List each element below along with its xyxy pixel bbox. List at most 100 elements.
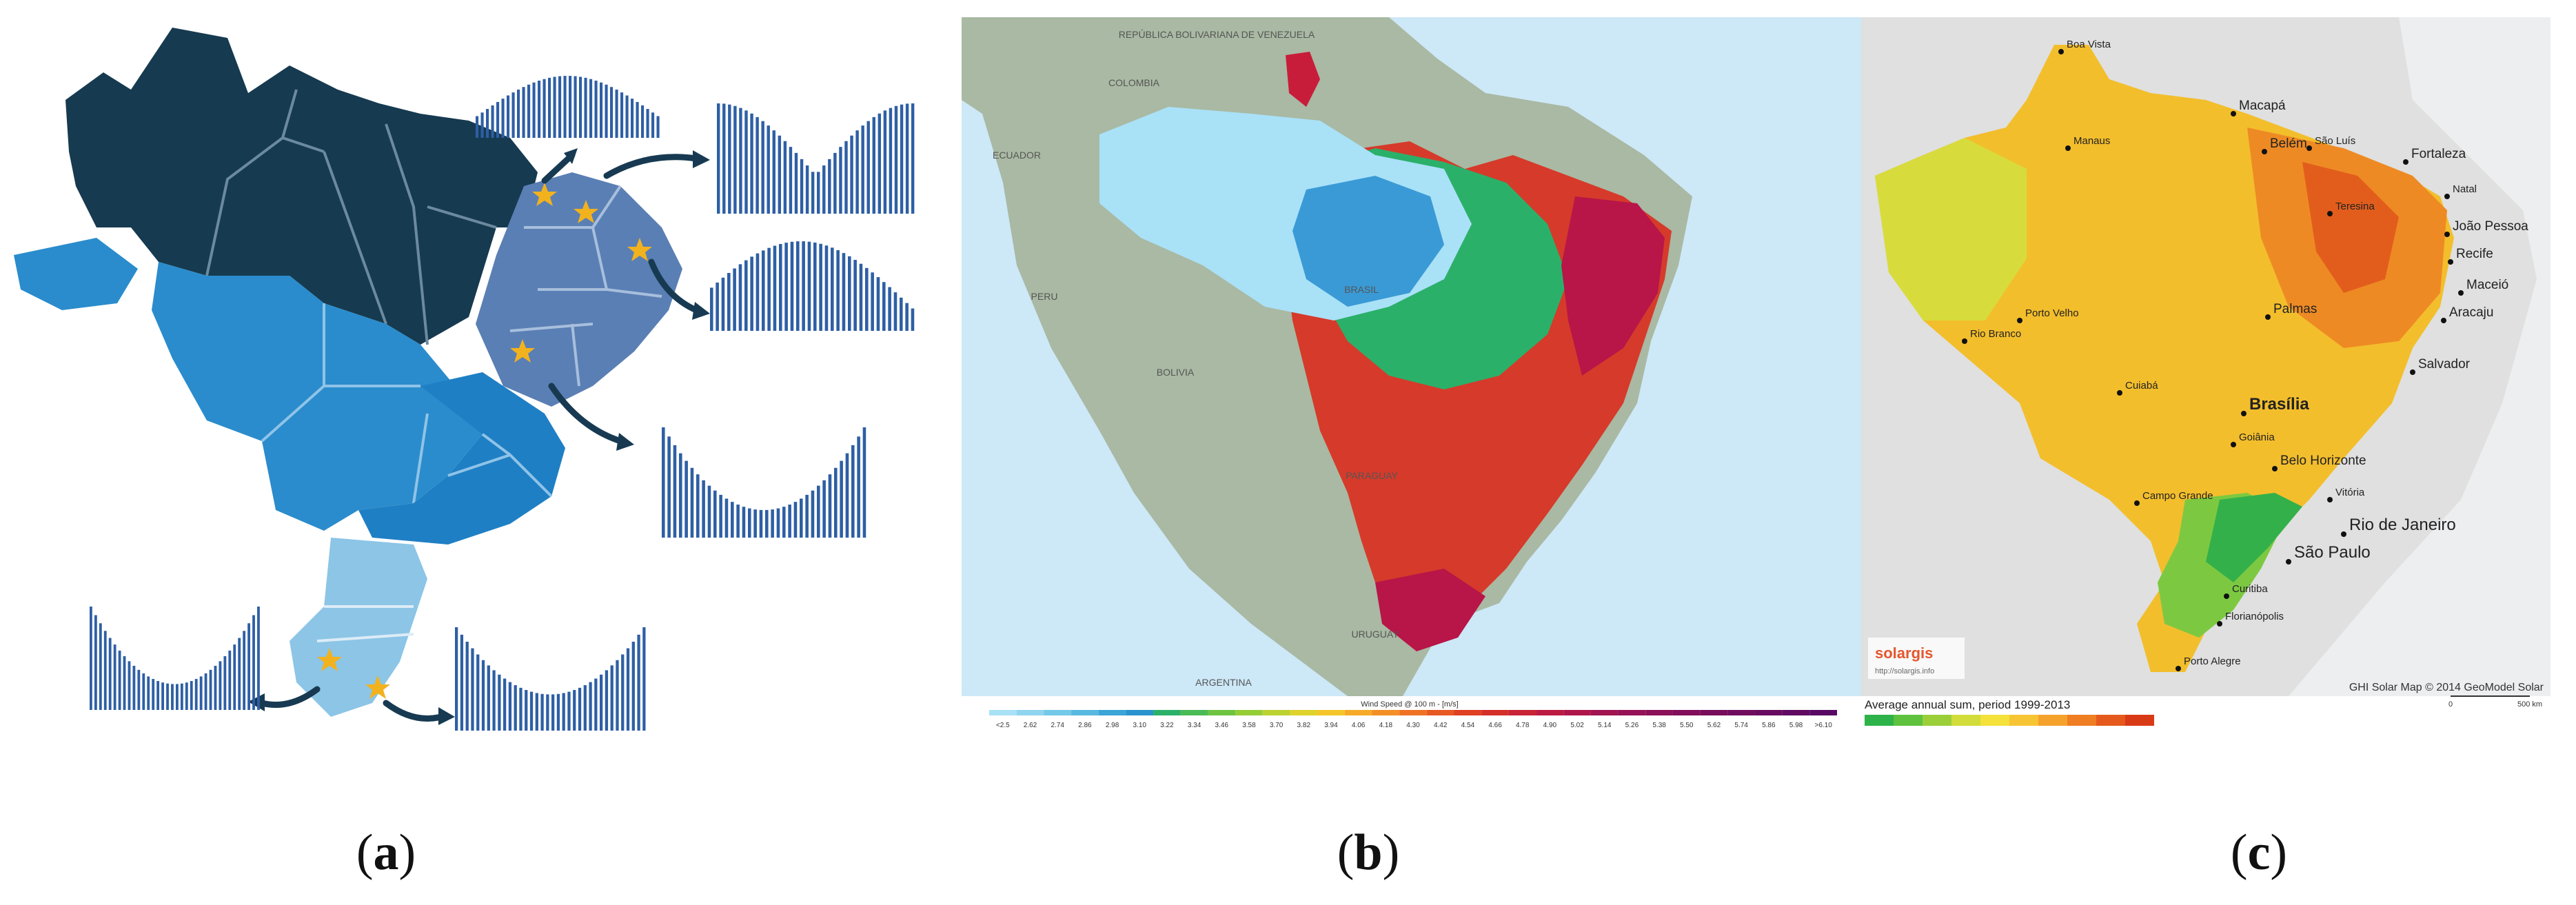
state-border [316,605,414,642]
mini-bar [147,676,150,710]
logo-url: http://solargis.info [1875,667,1934,675]
city-dot-icon [1962,338,1967,344]
mini-bar [532,82,536,138]
solar-legend-swatch [1980,715,2009,726]
mini-bar [782,507,786,538]
wind-legend-label: 4.66 [1488,722,1502,729]
mini-bar [893,292,897,331]
wind-legend-swatch [1563,710,1591,715]
mini-bar [573,690,576,731]
wind-legend-bar [989,710,1837,715]
city-dot-icon [2444,232,2450,237]
mini-bar [717,103,720,214]
mini-bar [802,241,805,331]
wind-legend-label: 4.90 [1543,722,1557,729]
mini-bar [90,607,92,710]
city-dot-icon [2265,314,2271,320]
mini-bar [219,661,222,710]
wind-legend-swatch [1344,710,1372,715]
mini-bar [850,135,853,214]
mini-bar [861,125,864,214]
mini-bar [817,485,820,538]
star-icon [317,648,342,671]
brazil-blue-wind [1292,176,1444,307]
wind-legend-label: 4.06 [1352,722,1366,729]
wind-legend-swatch [1809,710,1837,715]
brazil-east-peak [1561,196,1665,376]
mini-bar [731,502,734,538]
mini-bar [811,490,815,538]
mini-bar [511,92,515,138]
mini-bar [772,130,775,214]
mini-bar [103,631,107,710]
mini-bar [128,661,131,710]
mini-bar [651,112,655,138]
mini-bar [722,103,726,214]
wind-legend-label: 3.70 [1270,722,1284,729]
mini-bar [542,79,546,138]
mini-bar [243,631,246,710]
mini-bar [527,84,531,138]
mini-bar [636,101,639,138]
wind-legend-label: 5.14 [1598,722,1612,729]
mini-bar [882,282,886,331]
mini-bar [631,642,635,731]
wind-legend-swatch [1672,710,1701,715]
city-label: Salvador [2418,357,2471,372]
mini-bar [496,101,500,138]
city-dot-icon [2176,666,2181,671]
solar-legend-swatch [1923,715,1951,726]
city-dot-icon [2327,211,2333,216]
wind-legend-label: 4.78 [1516,722,1530,729]
mini-bar [744,260,748,331]
mini-bar [679,453,682,538]
mini-bar [794,152,798,214]
mini-bar [507,95,510,138]
solar-legend-swatch [2096,715,2125,726]
city-label: Boa Vista [2067,39,2111,50]
mini-bar [819,243,822,331]
mini-bar [744,110,748,214]
mini-bar [865,267,869,331]
wind-legend-swatch [1536,710,1564,715]
arrowhead-icon [692,302,710,320]
mini-bar [180,683,183,710]
mini-bar [540,693,544,731]
mini-bar [673,445,677,538]
wind-legend-swatch [1700,710,1728,715]
city-dot-icon [2231,111,2236,116]
city-label: Rio de Janeiro [2349,516,2456,534]
mini-bar [759,509,763,538]
country-label: REPÚBLICA BOLIVARIANA DE VENEZUELA [1119,29,1315,40]
mini-bar [824,245,829,331]
wind-legend-label: 5.38 [1652,722,1666,729]
mini-bar [589,682,592,731]
mini-bar [616,660,619,731]
mini-bar [778,135,782,214]
solargis-logo: solargis http://solargis.info [1868,638,1965,679]
mini-bar [736,505,740,538]
wind-legend-swatch [1098,710,1126,715]
mini-bar [517,90,520,138]
city-label: Recife [2456,247,2493,261]
city-label: São Paulo [2294,543,2371,562]
wind-legend-swatch [1754,710,1783,715]
mini-bar [900,297,903,331]
mini-bar [615,90,618,138]
solar-legend-swatch [2038,715,2067,726]
mini-bar [142,673,145,710]
wind-legend-swatch [1454,710,1482,715]
wind-legend-swatch [1071,710,1099,715]
country-label: PARAGUAY [1346,470,1398,481]
mini-bar [807,241,811,331]
mini-bar [556,693,560,731]
country-label: ECUADOR [993,150,1041,161]
city-dot-icon [2327,497,2333,502]
copyright-text: GHI Solar Map © 2014 GeoModel Solar [2349,682,2544,693]
wind-legend-swatch [1153,710,1181,715]
mini-bar [805,165,809,214]
city-label: Curitiba [2232,583,2268,595]
mini-bar [788,505,791,538]
wind-legend-label: <2.5 [996,722,1010,729]
wind-legend-label: 3.46 [1215,722,1229,729]
